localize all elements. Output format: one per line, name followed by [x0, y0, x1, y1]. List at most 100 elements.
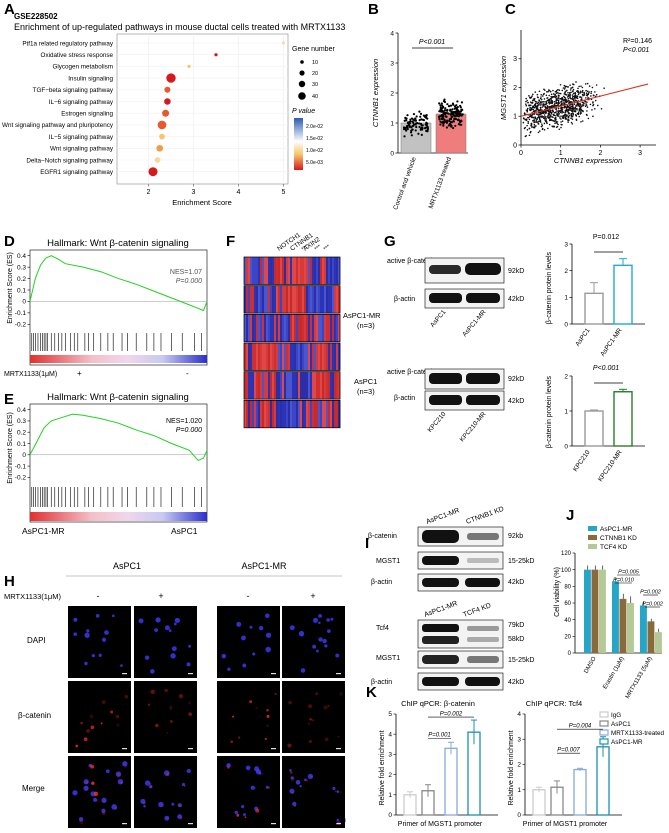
- heatmap-cell: [300, 371, 303, 400]
- blot-band: [467, 533, 499, 540]
- data-point: [441, 104, 444, 107]
- heatmap-cell: [302, 314, 305, 342]
- scatter-point: [525, 118, 528, 120]
- nucleus-spot: [255, 769, 261, 775]
- y-tick-label: 0.2: [17, 430, 26, 437]
- bar: [467, 731, 481, 816]
- scatter-point: [542, 95, 544, 97]
- data-point: [460, 119, 463, 123]
- beta-catenin-spot: [90, 764, 95, 769]
- scatter-point: [563, 84, 566, 87]
- scatter-point: [526, 99, 529, 102]
- heatmap-cell: [318, 400, 321, 428]
- scatter-point: [528, 116, 531, 118]
- scatter-point: [541, 103, 543, 106]
- micrograph-tile: [134, 606, 197, 678]
- heatmap-cell: [274, 371, 277, 400]
- beta-catenin-spot: [294, 804, 297, 808]
- data-point: [418, 119, 421, 122]
- sig-label: P=0.001: [428, 733, 451, 739]
- data-point: [410, 129, 413, 132]
- beta-catenin-spot: [249, 700, 253, 704]
- scatter-point: [527, 122, 530, 125]
- heatmap-cell: [244, 371, 247, 400]
- beta-catenin-spot: [253, 787, 257, 790]
- panel-d: D Hallmark: Wnt β-catenin signaling 0.40…: [4, 233, 208, 378]
- heatmap-cell: [254, 343, 257, 371]
- micrograph-tile: [134, 756, 197, 828]
- heatmap-cell: [258, 314, 261, 342]
- scatter-point: [537, 131, 540, 134]
- panel-e-hit-ticks: [31, 487, 202, 507]
- nucleus-spot: [242, 663, 247, 668]
- scatter-point: [529, 109, 531, 111]
- blot-kd: 92kD: [508, 376, 524, 383]
- heatmap-cell: [330, 400, 333, 428]
- scatter-point: [553, 100, 556, 103]
- panel-e: E Hallmark: Wnt β-catenin signaling 0.40…: [4, 391, 208, 536]
- data-point: [426, 127, 429, 130]
- nucleus-spot: [93, 797, 98, 802]
- heatmap-cell: [290, 343, 293, 371]
- heatmap-cell: [288, 285, 291, 314]
- nucleus-spot: [318, 613, 322, 618]
- nucleus-spot: [73, 617, 78, 622]
- scatter-point: [536, 118, 538, 121]
- panel-d-letter: D: [4, 233, 15, 250]
- scatter-point: [550, 118, 553, 121]
- panel-b: B 0 1 2 3 4 CTNNB1 expression P<0.001 Contro…: [368, 1, 468, 211]
- heatmap-cell: [260, 314, 263, 342]
- bar: [532, 789, 546, 816]
- data-point: [451, 115, 454, 118]
- scatter-point: [564, 111, 567, 113]
- heatmap-cell: [322, 371, 325, 400]
- panel-i-lane: AsPC1-MR: [423, 600, 458, 619]
- scatter-point: [585, 97, 587, 99]
- panel-c-fit-line: [520, 83, 649, 117]
- scatter-point: [570, 115, 573, 118]
- size-legend-title: Gene number: [292, 46, 335, 53]
- nucleus-spot: [303, 778, 307, 782]
- heatmap-cell: [334, 343, 337, 371]
- panel-a-dataset: GSE228502: [14, 12, 58, 21]
- heatmap-cell: [248, 257, 251, 285]
- heatmap-cell: [290, 400, 293, 428]
- heatmap-cell: [326, 314, 329, 342]
- panel-d-yticks: 0.4 0.3 0.2 0.1 0 -0.1 -0.2: [15, 253, 30, 329]
- panel-a: A GSE228502 Enrichment of up-regulated p…: [2, 1, 345, 207]
- scatter-point: [542, 104, 545, 106]
- scatter-point: [586, 101, 588, 103]
- panel-j-ylabel: Cell viability (%): [554, 567, 561, 617]
- scatter-point: [570, 117, 572, 120]
- scatter-point: [525, 97, 527, 100]
- y-tick-label: 1: [564, 408, 568, 415]
- sig-label: P=0.002: [642, 602, 663, 608]
- scatter-point: [565, 101, 567, 103]
- heatmap-cell: [330, 285, 333, 314]
- data-point: [443, 100, 447, 104]
- blot-band: [467, 558, 499, 563]
- scatter-point: [578, 115, 581, 118]
- nucleus-spot: [168, 629, 172, 633]
- nucleus-spot: [186, 768, 191, 774]
- scatter-point: [549, 119, 552, 121]
- scatter-point: [563, 98, 566, 101]
- data-point: [457, 122, 460, 126]
- heatmap-cell: [280, 314, 283, 342]
- scatter-point: [548, 99, 551, 102]
- blot-band: [466, 373, 500, 384]
- scatter-point: [581, 120, 584, 122]
- heatmap-cell: [324, 371, 327, 400]
- heatmap-cell: [300, 343, 303, 371]
- panel-c: C 0 1 2 3 0 1 2 3 R²=0.146 P<0.001 MGST1 expres…: [499, 1, 656, 165]
- scatter-point: [567, 91, 569, 94]
- scatter-point: [595, 84, 598, 86]
- nucleus-spot: [117, 778, 124, 785]
- tile-scale-bar: [122, 748, 127, 750]
- heatmap-cell: [312, 285, 315, 314]
- heatmap-cell: [288, 400, 291, 428]
- heatmap-cell: [246, 343, 249, 371]
- scatter-point: [572, 98, 575, 101]
- pathway-dot: [156, 144, 164, 152]
- heatmap-cell: [262, 285, 265, 314]
